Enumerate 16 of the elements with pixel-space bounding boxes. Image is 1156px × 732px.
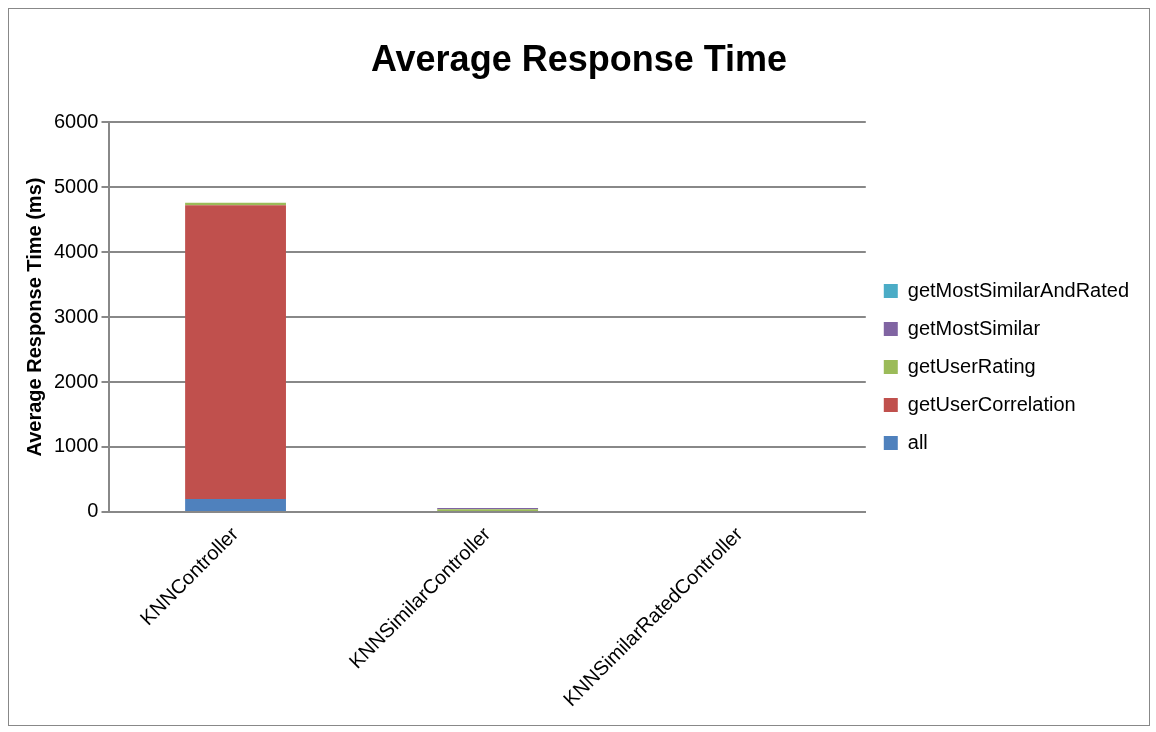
legend-label: getUserCorrelation [907, 392, 1076, 415]
y-tick-label: 5000 [53, 174, 99, 197]
y-tick-label: 1000 [53, 434, 99, 457]
legend-label: getMostSimilar [907, 316, 1041, 339]
legend-label: all [907, 430, 928, 453]
y-tick-label: 0 [87, 499, 99, 522]
legend-label: getUserRating [907, 354, 1036, 377]
y-tick-label: 6000 [53, 109, 99, 132]
legend-label: getMostSimilarAndRated [907, 278, 1130, 301]
y-tick-label: 2000 [53, 369, 99, 392]
y-tick-label: 4000 [53, 239, 99, 262]
y-tick-label: 3000 [53, 304, 99, 327]
chart-title: Average Response Time [370, 37, 788, 79]
y-axis-title: Average Response Time (ms) [22, 177, 45, 457]
bar [185, 498, 286, 511]
bar [185, 205, 286, 499]
